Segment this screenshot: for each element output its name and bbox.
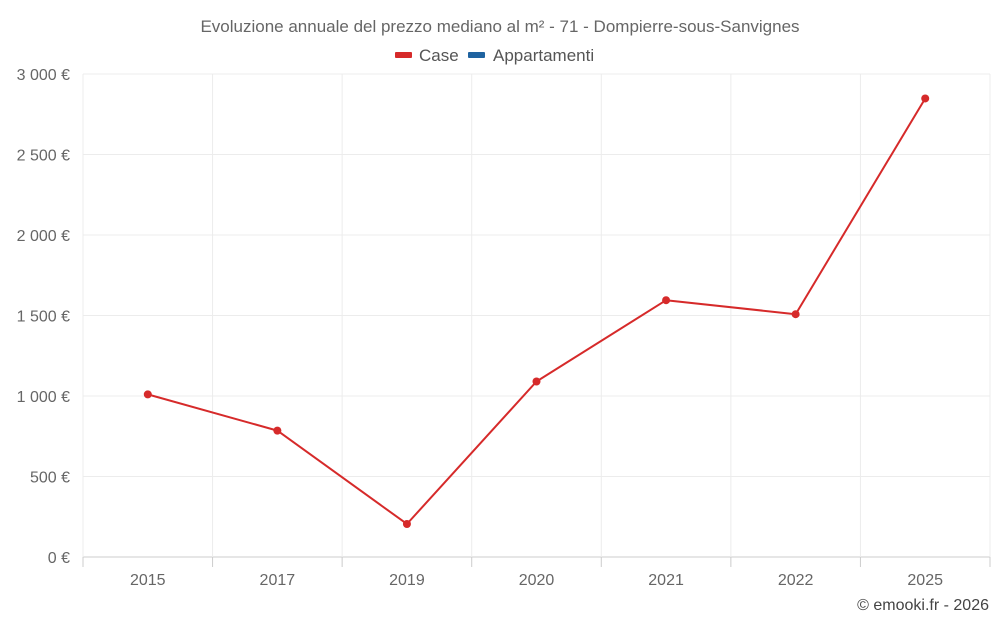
y-tick-label: 2 000 € xyxy=(17,228,70,245)
legend: Case Appartamenti xyxy=(395,46,594,65)
legend-swatch-case xyxy=(395,52,412,58)
legend-item-appartamenti[interactable]: Appartamenti xyxy=(468,46,594,65)
legend-label-case: Case xyxy=(419,46,459,65)
legend-label-appartamenti: Appartamenti xyxy=(493,46,594,65)
data-point-case xyxy=(273,426,282,435)
y-tick-label: 500 € xyxy=(30,470,70,487)
x-tick-label: 2025 xyxy=(907,572,943,589)
data-point-case xyxy=(143,390,152,399)
y-tick-label: 1 000 € xyxy=(17,389,70,406)
x-tick-label: 2015 xyxy=(130,572,166,589)
legend-item-case[interactable]: Case xyxy=(395,46,459,65)
series-layer xyxy=(143,94,930,528)
series-line-case xyxy=(147,97,927,525)
y-tick-label: 0 € xyxy=(48,550,70,567)
x-tick-label: 2021 xyxy=(648,572,684,589)
data-point-case xyxy=(532,377,541,386)
x-tick-label: 2019 xyxy=(389,572,425,589)
x-tick-label: 2020 xyxy=(519,572,555,589)
y-tick-label: 2 500 € xyxy=(17,148,70,165)
chart-title: Evoluzione annuale del prezzo mediano al… xyxy=(200,17,799,36)
y-axis-ticks: 0 € 500 € 1 000 € 1 500 € 2 000 € 2 500 … xyxy=(17,67,70,567)
data-point-case xyxy=(662,296,671,305)
y-tick-label: 3 000 € xyxy=(17,67,70,84)
x-axis-ticks: 2015 2017 2019 2020 2021 2022 2025 xyxy=(130,572,943,589)
x-tick-label: 2022 xyxy=(778,572,814,589)
grid xyxy=(82,73,991,567)
data-point-case xyxy=(402,519,411,528)
legend-swatch-appartamenti xyxy=(468,52,485,58)
y-tick-label: 1 500 € xyxy=(17,309,70,326)
data-point-case xyxy=(921,94,930,103)
credit-text: © emooki.fr - 2026 xyxy=(857,597,989,614)
data-point-case xyxy=(791,310,800,319)
x-tick-label: 2017 xyxy=(260,572,296,589)
